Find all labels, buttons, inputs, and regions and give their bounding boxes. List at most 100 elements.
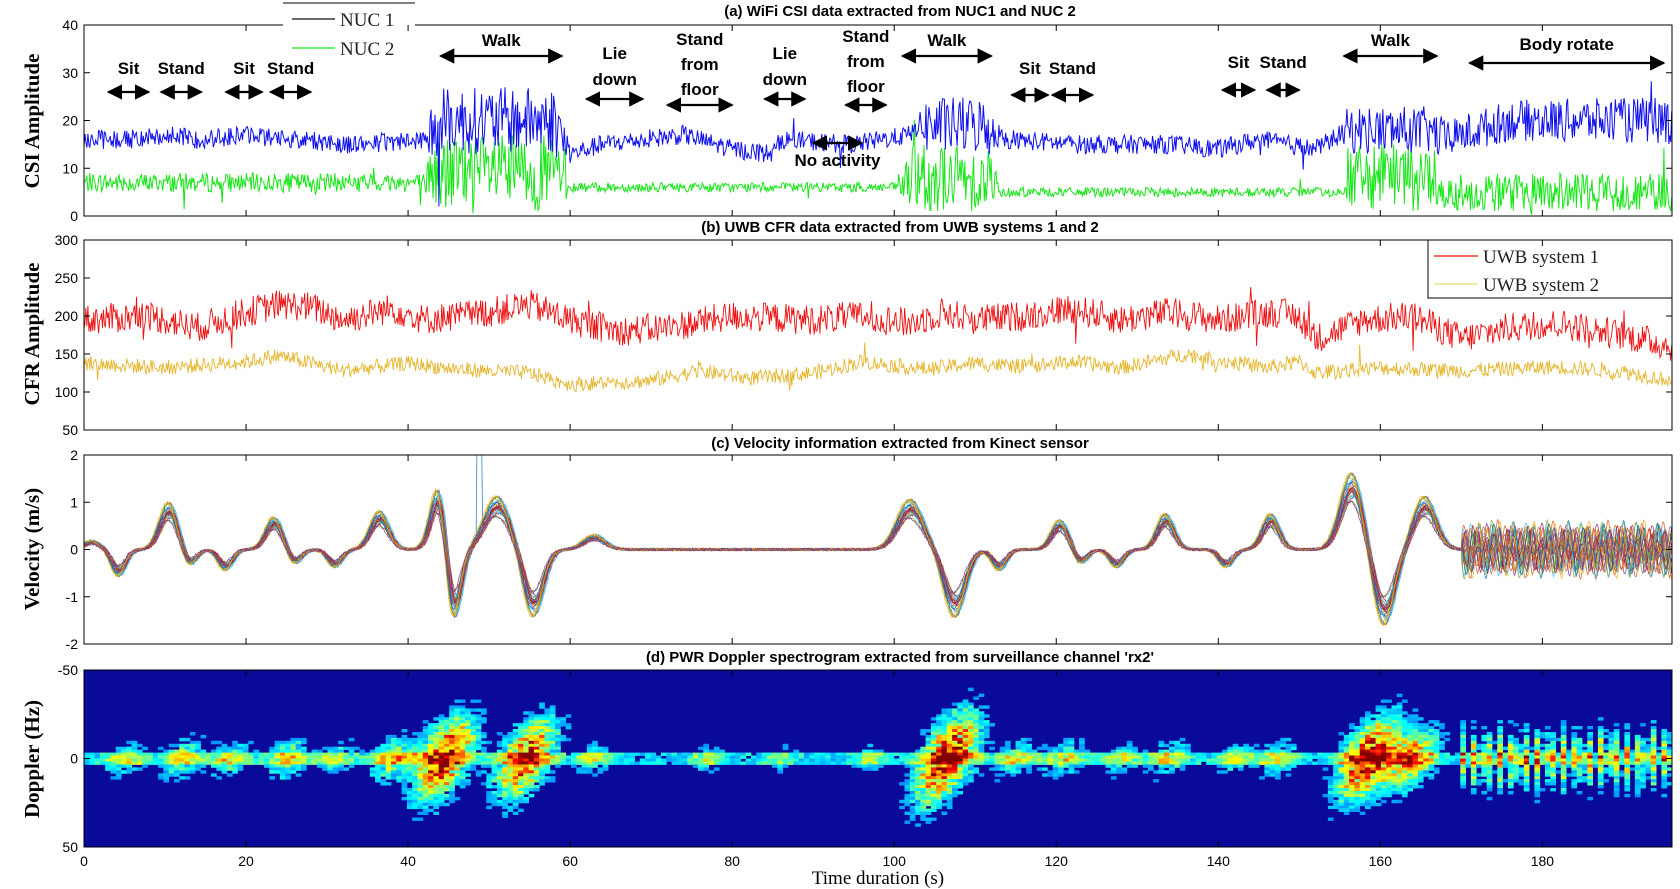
spectrogram-cell bbox=[1534, 752, 1541, 756]
spectrogram-cell bbox=[544, 779, 551, 783]
spectrogram-cell bbox=[126, 770, 132, 774]
spectrogram-cell bbox=[126, 740, 132, 745]
spectrogram-cell bbox=[555, 732, 561, 736]
spectrogram-cell bbox=[1042, 743, 1048, 748]
spectrogram-cell bbox=[89, 752, 95, 756]
spectrogram-cell bbox=[936, 761, 942, 765]
spectrogram-cell bbox=[1486, 737, 1493, 742]
spectrogram-cell bbox=[1380, 785, 1387, 789]
spectrogram-cell bbox=[1587, 743, 1593, 748]
spectrogram-cell bbox=[1613, 749, 1620, 753]
spectrogram-cell bbox=[1195, 752, 1202, 756]
spectrogram-cell bbox=[332, 749, 339, 753]
spectrogram-cell bbox=[983, 755, 990, 759]
spectrogram-cell bbox=[1560, 779, 1567, 783]
spectrogram-cell bbox=[274, 770, 281, 774]
spectrogram-cell bbox=[549, 711, 556, 715]
spectrogram-cell bbox=[454, 699, 461, 703]
spectrogram-cell bbox=[867, 749, 874, 753]
spectrogram-cell bbox=[523, 752, 529, 756]
spectrogram-cell bbox=[936, 743, 942, 748]
spectrogram-cell bbox=[925, 746, 932, 751]
spectrogram-cell bbox=[968, 687, 974, 692]
spectrogram-cell bbox=[512, 755, 519, 759]
spectrogram-cell bbox=[1386, 720, 1392, 724]
spectrogram-cell bbox=[1354, 770, 1361, 774]
spectrogram-cell bbox=[735, 761, 741, 765]
spectrogram-cell bbox=[200, 755, 207, 759]
spectrogram-cell bbox=[1624, 788, 1631, 792]
spectrogram-cell bbox=[962, 711, 969, 715]
spectrogram-cell bbox=[332, 752, 339, 756]
spectrogram-cell bbox=[417, 799, 424, 804]
spectrogram-cell bbox=[1179, 737, 1186, 742]
spectrogram-cell bbox=[1174, 755, 1181, 759]
spectrogram-cell bbox=[729, 752, 736, 756]
spectrogram-cell bbox=[983, 729, 990, 733]
spectrogram-cell bbox=[989, 746, 995, 751]
spectrogram-cell bbox=[930, 758, 937, 762]
spectrogram-cell bbox=[491, 785, 498, 789]
spectrogram-cell bbox=[1354, 802, 1361, 807]
spectrogram-cell bbox=[221, 752, 228, 756]
spectrogram-cell bbox=[1338, 802, 1345, 807]
spectrogram-cell bbox=[454, 782, 461, 786]
spectrogram-cell bbox=[279, 746, 286, 751]
spectrogram-cell bbox=[369, 752, 376, 756]
spectrogram-cell bbox=[1349, 746, 1355, 751]
spectrogram-cell bbox=[1661, 752, 1668, 756]
spectrogram-cell bbox=[1232, 752, 1239, 756]
spectrogram-cell bbox=[1566, 755, 1572, 759]
spectrogram-cell bbox=[994, 773, 1001, 777]
spectrogram-cell bbox=[978, 723, 985, 727]
spectrogram-cell bbox=[184, 776, 191, 780]
spectrogram-cell bbox=[1206, 761, 1212, 765]
spectrogram-cell bbox=[1624, 743, 1631, 748]
spectrogram-cell bbox=[962, 770, 969, 774]
spectrogram-cell bbox=[412, 776, 418, 780]
spectrogram-cell bbox=[1047, 773, 1054, 777]
spectrogram-cell bbox=[1481, 743, 1488, 748]
spectrogram-cell bbox=[332, 761, 339, 765]
spectrogram-cell bbox=[1608, 752, 1615, 756]
spectrogram-cell bbox=[1370, 746, 1376, 751]
spectrogram-cell bbox=[216, 776, 222, 780]
spectrogram-cell bbox=[1629, 752, 1636, 756]
spectrogram-cell bbox=[1412, 749, 1419, 753]
spectrogram-cell bbox=[1359, 776, 1366, 780]
spectrogram-cell bbox=[1327, 752, 1334, 756]
spectrogram-cell bbox=[401, 770, 408, 774]
spectrogram-cell bbox=[957, 732, 964, 736]
spectrogram-cell bbox=[1433, 746, 1440, 751]
spectrogram-cell bbox=[1370, 749, 1376, 753]
spectrogram-cell bbox=[174, 755, 180, 759]
spectrogram-cell bbox=[332, 746, 339, 751]
spectrogram-cell bbox=[1370, 723, 1376, 727]
spectrogram-cell bbox=[608, 761, 614, 765]
spectrogram-cell bbox=[502, 782, 508, 786]
spectrogram-cell bbox=[1656, 755, 1662, 759]
spectrogram-cell bbox=[1507, 776, 1514, 780]
spectrogram-cell bbox=[661, 752, 667, 756]
spectrogram-cell bbox=[301, 755, 307, 759]
spectrogram-cell bbox=[925, 811, 932, 815]
spectrogram-cell bbox=[115, 764, 122, 768]
spectrogram-cell bbox=[920, 776, 926, 780]
spectrogram-cell bbox=[496, 776, 503, 780]
spectrogram-cell bbox=[1417, 779, 1424, 783]
spectrogram-cell bbox=[692, 761, 699, 765]
spectrogram-cell bbox=[1502, 758, 1509, 762]
spectrogram-cell bbox=[915, 805, 921, 810]
spectrogram-cell bbox=[1386, 767, 1392, 771]
spectrogram-cell bbox=[343, 758, 350, 762]
spectrogram-cell bbox=[1523, 788, 1530, 792]
spectrogram-cell bbox=[925, 773, 932, 777]
spectrogram-cell bbox=[1386, 761, 1392, 765]
spectrogram-cell bbox=[825, 761, 831, 765]
spectrogram-cell bbox=[391, 764, 397, 768]
spectrogram-cell bbox=[491, 755, 498, 759]
spectrogram-cell bbox=[915, 755, 921, 759]
spectrogram-cell bbox=[1391, 740, 1398, 745]
spectrogram-cell bbox=[470, 746, 477, 751]
